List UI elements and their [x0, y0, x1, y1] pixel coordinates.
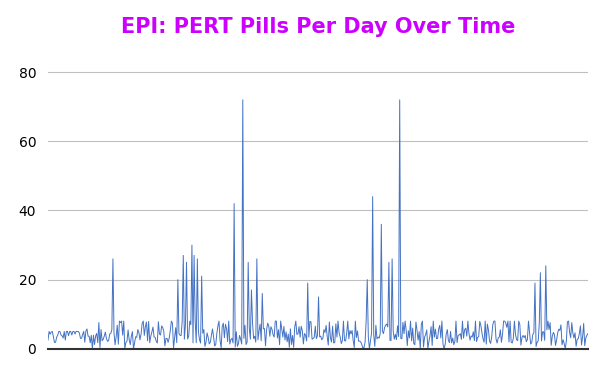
Title: EPI: PERT Pills Per Day Over Time: EPI: PERT Pills Per Day Over Time [121, 17, 515, 37]
